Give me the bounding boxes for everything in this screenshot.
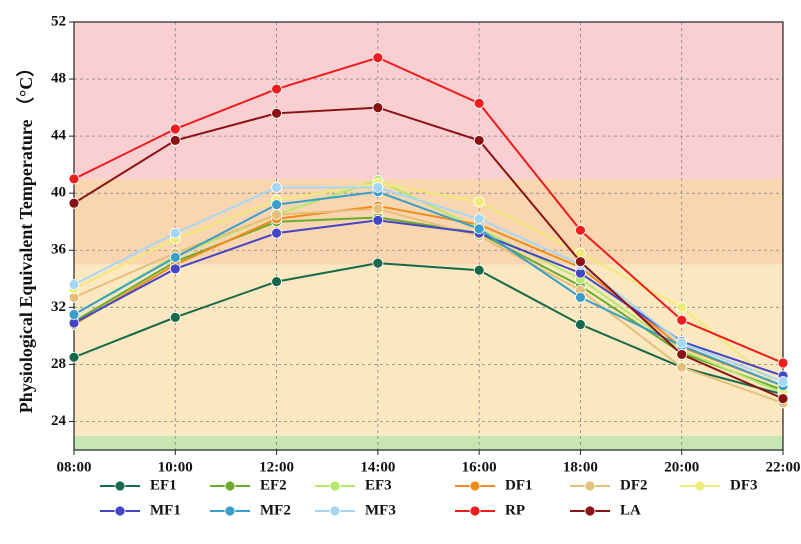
data-point	[372, 182, 384, 193]
data-point	[68, 351, 80, 363]
data-point	[473, 213, 485, 225]
data-point	[575, 224, 586, 236]
data-point	[473, 135, 485, 146]
y-tick-label: 32	[51, 299, 66, 315]
data-point	[372, 102, 384, 113]
legend-label: MF3	[365, 502, 396, 518]
x-tick-label: 12:00	[259, 459, 294, 475]
series-line	[73, 182, 784, 391]
data-point	[169, 311, 181, 323]
y-tick-label: 40	[51, 185, 66, 201]
legend-marker	[469, 480, 481, 492]
legend-label: DF2	[620, 477, 648, 493]
y-tick-label: 52	[51, 13, 66, 29]
x-tick-label: 16:00	[462, 459, 497, 475]
data-point	[575, 256, 586, 268]
series-line	[73, 207, 784, 404]
series-line	[73, 262, 784, 396]
data-point	[169, 251, 181, 263]
data-point	[271, 182, 282, 193]
legend-marker	[469, 505, 481, 517]
data-point	[68, 197, 80, 209]
data-point	[676, 314, 688, 326]
data-point	[575, 291, 586, 303]
legend-label: MF2	[260, 502, 291, 518]
legend-label: RP	[505, 502, 525, 518]
data-point	[68, 309, 80, 320]
series-line	[73, 106, 784, 400]
legend-label: MF1	[150, 502, 181, 518]
legend-label: DF3	[730, 477, 758, 493]
data-point	[777, 393, 789, 405]
y-tick-label: 24	[51, 413, 67, 429]
data-point	[68, 173, 80, 185]
data-point	[473, 264, 485, 276]
legend-label: DF1	[505, 477, 533, 493]
data-point	[169, 135, 181, 146]
y-tick-label: 44	[51, 128, 67, 144]
threshold-band	[74, 264, 783, 436]
data-point	[777, 357, 789, 369]
series-line	[73, 56, 784, 364]
data-point	[169, 227, 181, 239]
legend-label: LA	[620, 502, 641, 518]
series-line	[73, 186, 784, 383]
data-point	[271, 107, 282, 119]
data-point	[676, 337, 688, 349]
legend-marker	[329, 480, 341, 492]
legend-marker	[224, 505, 236, 517]
x-tick-label: 22:00	[766, 459, 801, 475]
y-axis-label: Physiological Equivalent Temperature （°C…	[16, 59, 36, 413]
legend-marker	[329, 505, 341, 517]
legend-marker	[114, 505, 126, 517]
threshold-band	[74, 435, 783, 450]
legend-marker	[584, 505, 596, 517]
data-point	[676, 349, 688, 360]
legend-label: EF1	[150, 477, 177, 493]
x-tick-label: 08:00	[57, 459, 92, 475]
legend-marker	[584, 480, 596, 492]
data-point	[68, 279, 80, 290]
data-point	[676, 361, 688, 373]
series-line	[73, 205, 784, 387]
legend-label: EF3	[365, 477, 392, 493]
data-point	[271, 83, 282, 95]
x-tick-label: 10:00	[158, 459, 193, 475]
data-point	[372, 203, 384, 215]
plot-frame	[73, 21, 784, 451]
legend-marker	[694, 480, 706, 492]
data-point	[271, 199, 282, 211]
x-tick-label: 20:00	[664, 459, 699, 475]
y-tick-label: 28	[51, 356, 66, 372]
data-point	[473, 196, 485, 208]
data-point	[473, 223, 485, 235]
data-point	[372, 214, 384, 226]
data-point	[271, 209, 282, 221]
data-point	[777, 376, 789, 387]
data-point	[473, 97, 485, 109]
y-tick-label: 36	[51, 242, 67, 258]
data-point	[372, 52, 384, 64]
data-point	[271, 276, 282, 288]
threshold-band	[74, 22, 783, 179]
legend-label: EF2	[260, 477, 287, 493]
data-point	[271, 227, 282, 239]
legend-marker	[114, 480, 126, 492]
x-tick-label: 14:00	[360, 459, 395, 475]
legend-marker	[224, 480, 236, 492]
data-point	[372, 257, 384, 269]
data-point	[169, 263, 181, 275]
data-point	[676, 301, 688, 313]
data-point	[575, 319, 586, 330]
data-point	[169, 123, 181, 135]
x-tick-label: 18:00	[563, 459, 598, 475]
series-line	[73, 216, 784, 392]
y-tick-label: 48	[51, 71, 66, 87]
